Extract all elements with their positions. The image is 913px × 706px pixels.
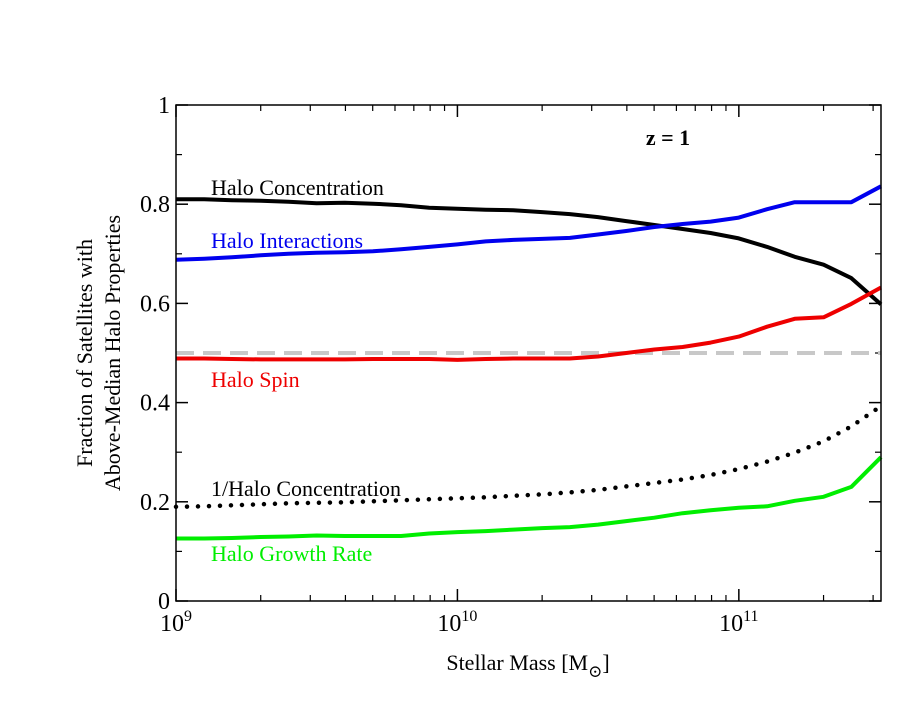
halo-concentration-line [176,197,883,306]
x-tick-label: 1011 [719,608,758,637]
y-axis-title-line: Above-Median Halo Properties [100,215,125,491]
halo-growth-rate-line [176,455,883,541]
y-axis-title-line: Fraction of Satellites with [72,239,97,467]
ticks-layer [175,104,881,602]
plot-frame [175,104,882,602]
series-layer [173,184,884,541]
x-tick-label: 1010 [437,608,477,637]
halo-spin-line [176,285,882,362]
inverse-halo-concentration-line [173,403,884,510]
halo-spin-label: Halo Spin [211,367,300,392]
x-axis-title: Stellar Mass [M⊙] [446,650,609,681]
labels-layer: 109 1010 1011 0 0.2 0.4 0.6 0.8 1 Halo Concentrat… [72,93,759,681]
inverse-halo-concentration-label: 1/Halo Concentration [211,476,401,501]
y-tick-label: 0.6 [140,291,170,317]
y-tick-label: 0.4 [140,391,170,417]
y-tick-label: 1 [158,93,170,119]
y-tick-label: 0.2 [140,490,170,516]
halo-interactions-line [175,184,882,262]
halo-growth-rate-label: Halo Growth Rate [211,541,372,566]
redshift-annotation: z = 1 [646,125,690,150]
halo-concentration-label: Halo Concentration [211,175,384,200]
halo-interactions-label: Halo Interactions [211,228,363,253]
y-tick-label: 0 [158,589,170,615]
x-tick-label: 109 [160,608,192,637]
y-tick-label: 0.8 [140,192,170,218]
